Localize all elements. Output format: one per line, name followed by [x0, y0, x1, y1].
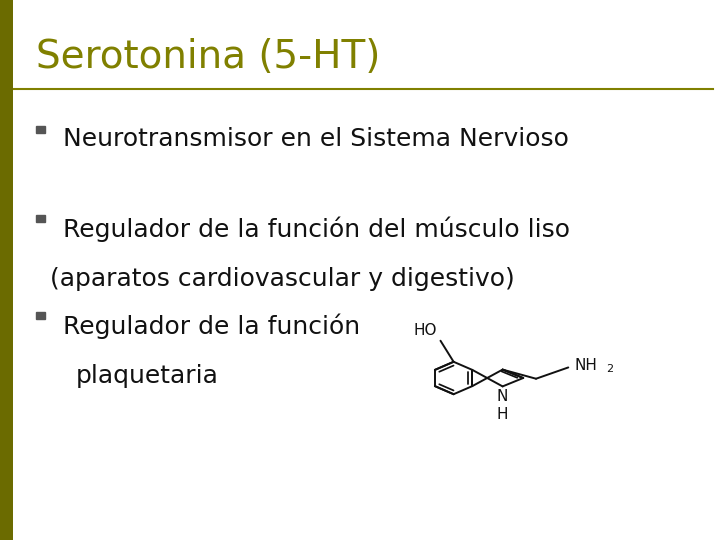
Text: Neurotransmisor en el Sistema Nervioso: Neurotransmisor en el Sistema Nervioso — [63, 127, 570, 151]
Text: 2: 2 — [606, 364, 613, 374]
Bar — [0, 0, 13, 540]
Text: Serotonina (5-HT): Serotonina (5-HT) — [36, 38, 380, 76]
Text: (aparatos cardiovascular y digestivo): (aparatos cardiovascular y digestivo) — [50, 267, 515, 291]
Text: plaquetaria: plaquetaria — [76, 364, 218, 388]
Text: HO: HO — [413, 323, 437, 338]
Text: NH: NH — [574, 359, 597, 373]
Bar — [36, 312, 45, 320]
Bar — [36, 126, 45, 133]
Text: N: N — [497, 389, 508, 404]
Bar — [36, 215, 45, 222]
Text: H: H — [497, 407, 508, 422]
Text: Regulador de la función: Regulador de la función — [63, 313, 361, 339]
Text: Regulador de la función del músculo liso: Regulador de la función del músculo liso — [63, 216, 570, 241]
